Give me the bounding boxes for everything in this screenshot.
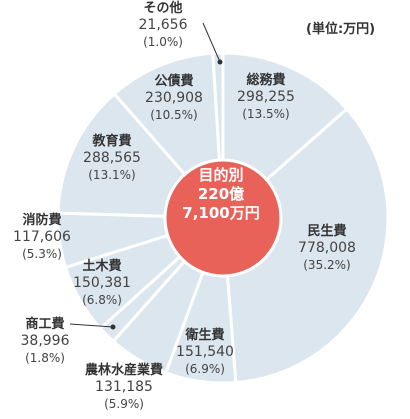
slice-label-minsei: 民生費 778,008 (35.2%) bbox=[298, 223, 356, 274]
slice-value: 288,565 bbox=[83, 150, 141, 166]
slice-label-shoukou: 商工費 38,996 (1.8%) bbox=[21, 316, 70, 367]
leader-lines bbox=[69, 22, 223, 330]
slice-name: その他 bbox=[143, 1, 183, 16]
slice-percent: (6.8%) bbox=[82, 293, 122, 307]
slice-label-soumu: 総務費 298,255 (13.5%) bbox=[237, 72, 295, 123]
slice-percent: (10.5%) bbox=[150, 108, 198, 122]
slice-label-eisei: 衛生費 151,540 (6.9%) bbox=[176, 327, 234, 378]
slice-percent: (13.5%) bbox=[242, 107, 290, 121]
slice-name: 農林水産業費 bbox=[84, 363, 164, 378]
slice-name: 総務費 bbox=[246, 73, 286, 88]
slice-value: 117,606 bbox=[13, 229, 71, 245]
leader-sonota-dot bbox=[217, 59, 223, 65]
slice-label-kyouiku: 教育費 288,565 (13.1%) bbox=[83, 133, 141, 184]
slice-label-sonota: その他 21,656 (1.0%) bbox=[139, 0, 188, 51]
slice-percent: (6.9%) bbox=[185, 362, 225, 376]
center-line-2: 220億 bbox=[197, 185, 245, 203]
leader-sonota bbox=[202, 22, 221, 63]
slice-label-doboku: 土木費 150,381 (6.8%) bbox=[73, 258, 131, 309]
slice-value: 230,908 bbox=[145, 90, 203, 106]
slice-percent: (5.3%) bbox=[22, 247, 62, 261]
slice-name: 民生費 bbox=[307, 224, 347, 239]
slice-label-shoubou: 消防費 117,606 (5.3%) bbox=[13, 212, 71, 263]
slice-value: 778,008 bbox=[298, 240, 356, 256]
slice-name: 衛生費 bbox=[185, 328, 225, 343]
leader-shoukou bbox=[69, 323, 114, 328]
slice-value: 38,996 bbox=[20, 333, 70, 349]
slice-value: 131,185 bbox=[95, 379, 153, 395]
slice-value: 151,540 bbox=[176, 344, 234, 360]
center-line-3: 7,100万円 bbox=[182, 204, 260, 222]
slice-percent: (1.8%) bbox=[25, 351, 65, 365]
unit-label: (単位:万円) bbox=[306, 22, 376, 37]
slice-value: 298,255 bbox=[237, 89, 295, 105]
leader-shoukou-dot bbox=[110, 324, 116, 330]
slice-name: 公債費 bbox=[154, 74, 194, 89]
center-total: 目的別 220億 7,100万円 bbox=[166, 166, 276, 223]
slice-minsei bbox=[221, 106, 390, 385]
center-line-1: 目的別 bbox=[198, 166, 244, 184]
slice-value: 150,381 bbox=[73, 275, 131, 291]
slice-value: 21,656 bbox=[138, 17, 188, 33]
slice-label-nourin: 農林水産業費 131,185 (5.9%) bbox=[85, 362, 163, 413]
slice-name: 消防費 bbox=[22, 213, 62, 228]
slice-name: 商工費 bbox=[25, 317, 65, 332]
slice-percent: (5.9%) bbox=[104, 397, 144, 411]
slice-percent: (35.2%) bbox=[303, 258, 351, 272]
slice-percent: (1.0%) bbox=[143, 35, 183, 49]
slice-name: 土木費 bbox=[82, 259, 122, 274]
slice-percent: (13.1%) bbox=[88, 168, 136, 182]
donut-center-circle bbox=[163, 158, 283, 278]
slice-name: 教育費 bbox=[92, 134, 132, 149]
slice-label-kousai: 公債費 230,908 (10.5%) bbox=[145, 73, 203, 124]
